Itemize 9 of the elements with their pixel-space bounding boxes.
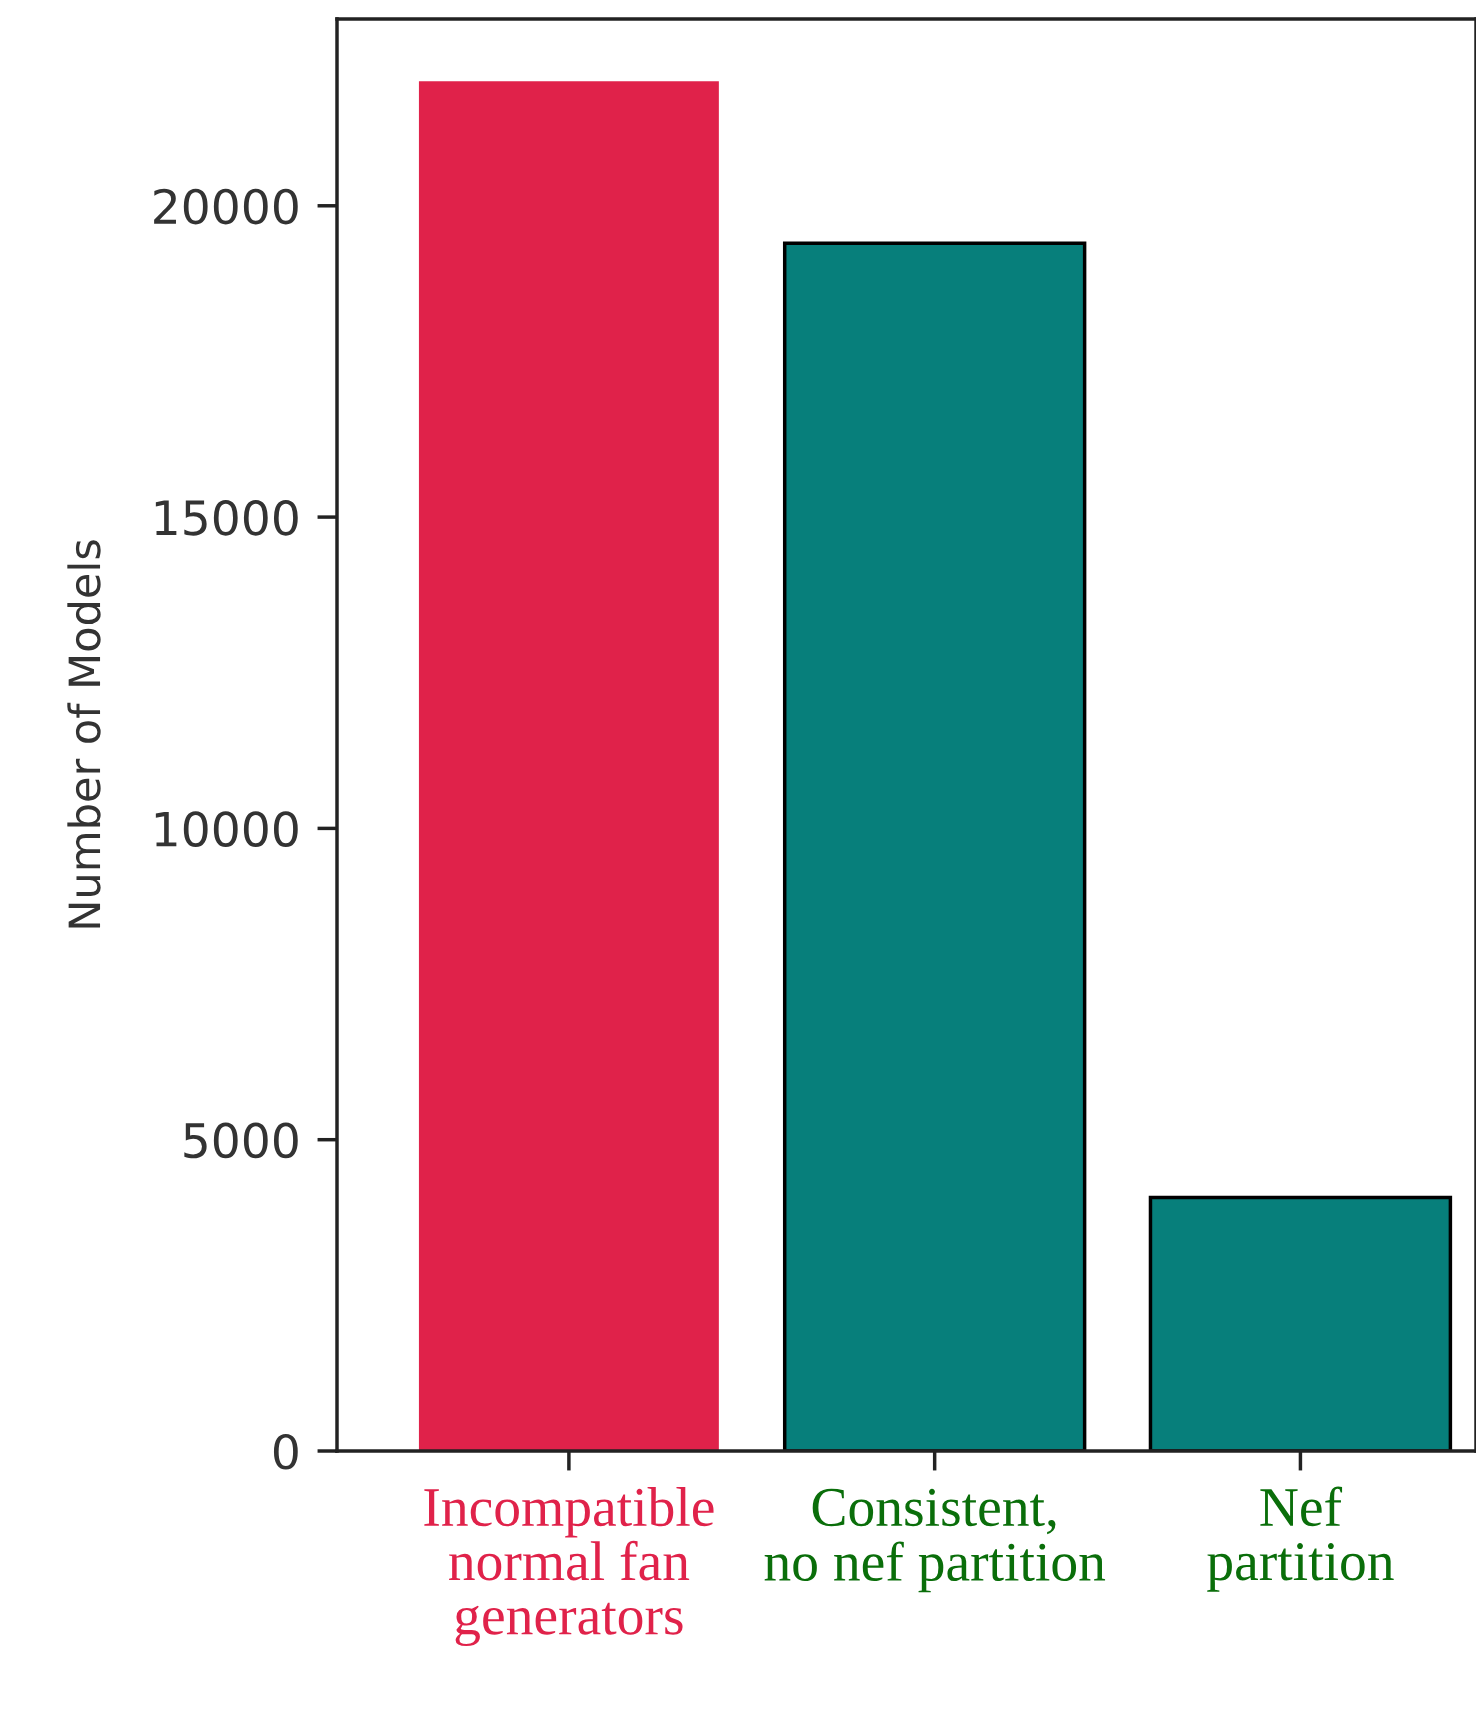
x-tick-label: Nef partition bbox=[1207, 1486, 1394, 1592]
x-tick-label: Consistent, no nef partition bbox=[764, 1488, 1106, 1593]
y-tick-label: 5000 bbox=[184, 1122, 298, 1159]
y-tick-label: 10000 bbox=[155, 811, 298, 847]
y-tick-label: 0 bbox=[273, 1433, 298, 1470]
y-tick-label: 15000 bbox=[155, 499, 298, 536]
x-tick-label: Incompatible normal fan generators bbox=[424, 1487, 714, 1647]
y-axis-title: Number of Models bbox=[67, 540, 101, 928]
y-tick-label: 20000 bbox=[154, 188, 298, 225]
